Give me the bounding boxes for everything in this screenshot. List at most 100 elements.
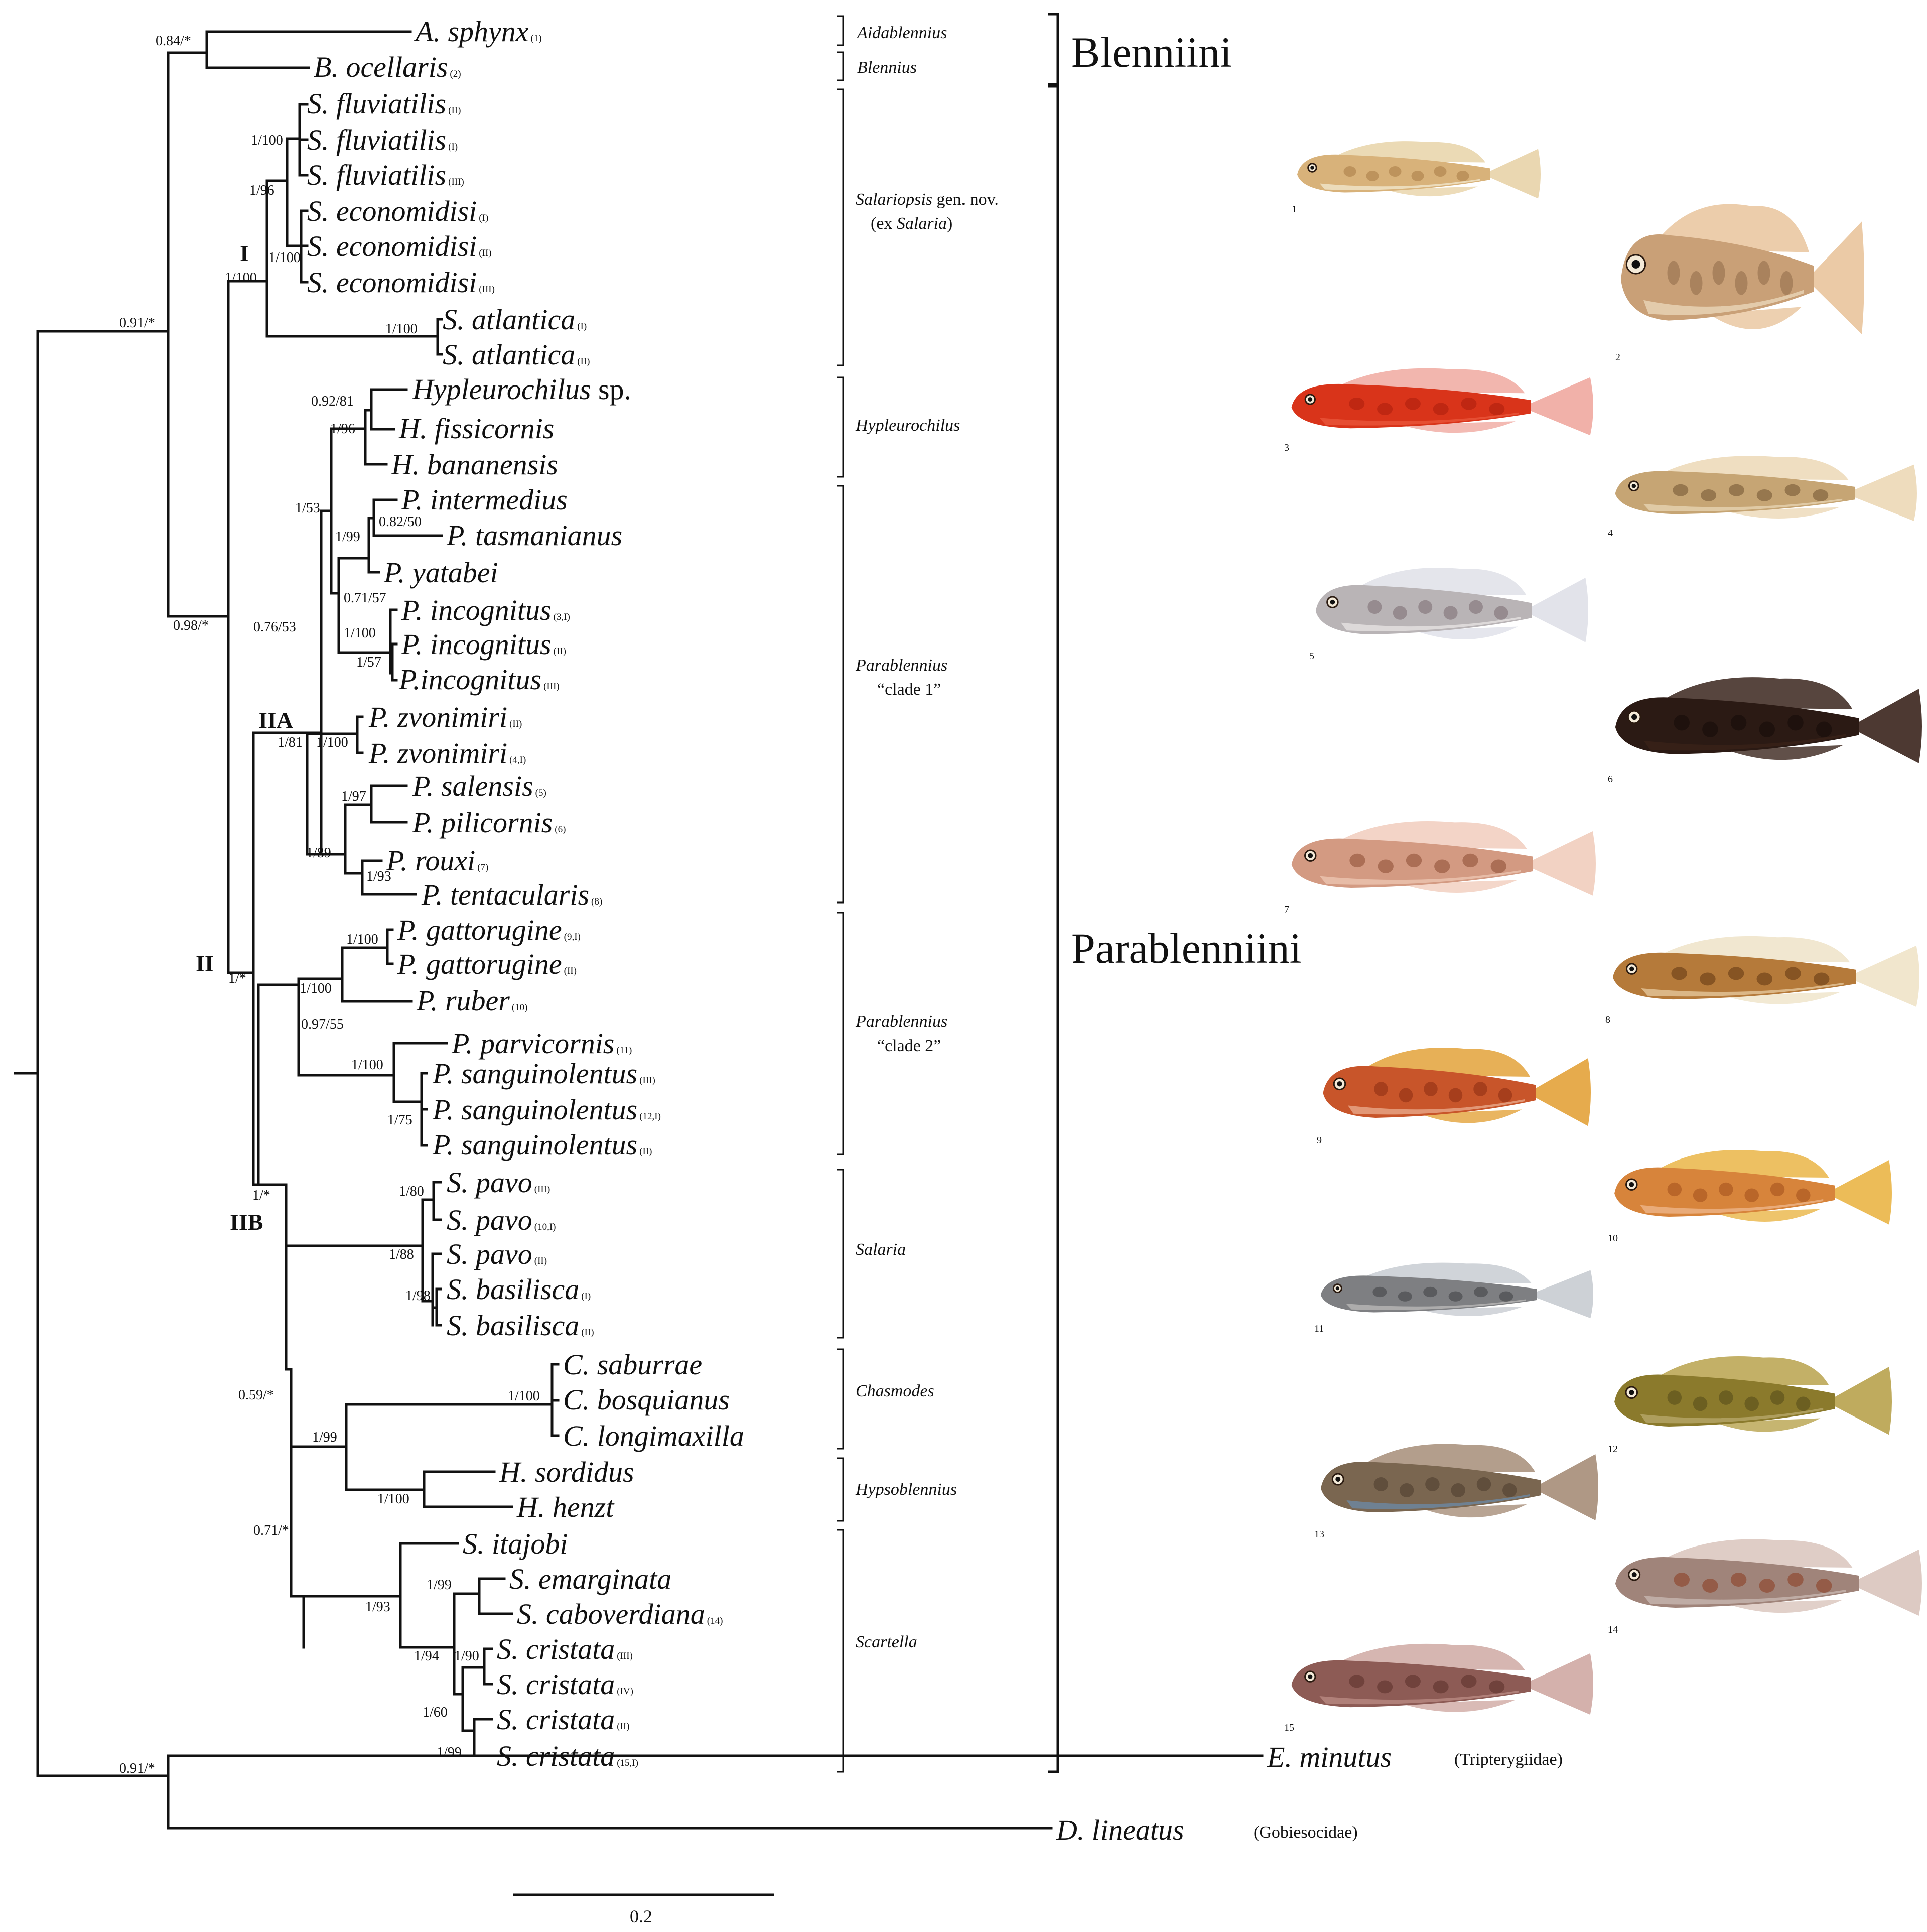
support-label: 1/100 xyxy=(300,981,332,996)
taxon-label-p-zvo-ii: P. zvonimiri (II) xyxy=(368,701,522,733)
taxon-voucher: (III) xyxy=(639,1075,655,1086)
fish-marking xyxy=(1461,398,1477,410)
tribe-bracket-blenniini xyxy=(1048,13,1059,86)
support-label: 1/93 xyxy=(366,869,391,884)
fish-marking xyxy=(1744,1396,1759,1411)
taxon-genus: P. xyxy=(432,1128,454,1161)
fish-pupil xyxy=(1310,166,1314,170)
genus-parablennius-clade1: Parablennius xyxy=(855,656,947,675)
taxon-label-p-par: P. parvicornis (11) xyxy=(451,1027,632,1060)
fish-marking xyxy=(1498,1088,1512,1103)
taxon-label-p-san-ii: P. sanguinolentus (II) xyxy=(432,1128,652,1161)
fish-marking xyxy=(1424,1082,1438,1096)
taxon-label-h-sor: H. sordidus xyxy=(499,1456,634,1488)
taxon-label-p-inc-3i: P. incognitus (3,I) xyxy=(401,594,570,626)
taxon-genus: S. xyxy=(497,1740,519,1772)
fish-photo-number: 10 xyxy=(1608,1233,1618,1244)
fish-photo-10: 10 xyxy=(1608,1149,1892,1244)
support-label: 1/75 xyxy=(387,1112,412,1128)
taxon-genus: P. xyxy=(401,483,423,516)
support-label: 0.71/* xyxy=(253,1523,289,1538)
outgroup-family: (Tripterygiidae) xyxy=(1454,1750,1563,1769)
fish-marking xyxy=(1667,261,1680,285)
fish-pupil xyxy=(1335,1286,1340,1291)
taxon-label-p-inc-iii: P.incognitus (III) xyxy=(398,663,560,696)
fish-photo-14: 14 xyxy=(1608,1539,1922,1635)
fish-marking xyxy=(1693,1188,1708,1202)
taxon-species: pavo xyxy=(469,1238,532,1270)
taxon-genus: S. xyxy=(497,1703,519,1736)
fish-marking xyxy=(1377,1680,1393,1694)
fish-tail-fin xyxy=(1527,1058,1591,1126)
support-label: 1/* xyxy=(228,971,246,986)
fish-photo-8: 8 xyxy=(1605,936,1919,1025)
fish-marking xyxy=(1728,484,1744,496)
taxon-species: salensis xyxy=(434,769,533,802)
fish-marking xyxy=(1759,1579,1775,1593)
fish-belly xyxy=(1643,1590,1846,1605)
taxon-genus: P. xyxy=(446,519,468,552)
taxon-label-s-pav-10i: S. pavo (10,I) xyxy=(447,1204,556,1236)
taxon-label-a-sphynx: A. sphynx (1) xyxy=(414,15,542,48)
genus-chasmodes: Chasmodes xyxy=(856,1382,934,1400)
fish-marking xyxy=(1784,484,1801,496)
taxon-label-s-cab: S. caboverdiana (14) xyxy=(517,1598,723,1630)
support-label: 1/100 xyxy=(268,250,301,266)
fish-belly xyxy=(1320,870,1521,885)
taxon-label-p-ten: P. tentacularis (8) xyxy=(421,878,602,911)
taxon-genus: B. xyxy=(314,51,339,83)
taxon-genus: S. xyxy=(447,1309,469,1342)
taxon-voucher: (I) xyxy=(448,142,458,152)
taxon-species: cristata xyxy=(519,1668,615,1701)
taxon-genus: Hypleurochilus xyxy=(412,373,591,406)
taxon-species: fluviatilis xyxy=(329,123,447,156)
fish-marking xyxy=(1700,972,1716,986)
fish-photo-2: 2 xyxy=(1615,204,1864,363)
taxon-voucher: (II) xyxy=(554,646,566,657)
fish-marking xyxy=(1712,261,1725,285)
fish-marking xyxy=(1673,484,1689,496)
fish-marking xyxy=(1456,171,1469,181)
support-label: 1/99 xyxy=(335,529,360,545)
taxon-label-s-econ-iii: S. economidisi (III) xyxy=(307,266,495,299)
fish-marking xyxy=(1796,1396,1811,1411)
fish-photo-number: 1 xyxy=(1292,204,1297,215)
taxon-voucher: (3,I) xyxy=(554,612,570,622)
genus-salariopsis-note: (ex Salaria) xyxy=(871,214,952,233)
fish-photo-number: 15 xyxy=(1284,1722,1294,1733)
taxon-genus: S. xyxy=(517,1598,539,1630)
fish-marking xyxy=(1730,715,1747,731)
taxon-genus: S. xyxy=(497,1668,519,1701)
taxon-voucher: (II) xyxy=(534,1256,547,1266)
fish-belly xyxy=(1319,412,1519,426)
genus-blennius: Blennius xyxy=(857,58,917,77)
fish-marking xyxy=(1462,853,1478,868)
taxon-genus: S. xyxy=(307,266,329,299)
taxon-label-p-zvo-4i: P. zvonimiri (4,I) xyxy=(368,737,526,769)
fish-marking xyxy=(1719,1390,1733,1405)
taxon-genus: P. xyxy=(368,737,390,769)
taxon-voucher: (10) xyxy=(512,1002,528,1013)
taxon-genus: C. xyxy=(563,1420,590,1452)
fish-marking xyxy=(1667,1182,1682,1197)
taxon-species: zvonimiri xyxy=(390,701,507,733)
taxon-voucher: (15,I) xyxy=(617,1758,638,1768)
fish-pupil xyxy=(1337,1081,1342,1087)
fish-marking xyxy=(1411,171,1424,181)
scale-bar: 0.2 xyxy=(513,1893,774,1926)
fish-marking xyxy=(1451,1483,1465,1497)
taxon-genus: S. xyxy=(447,1238,469,1270)
taxon-species: fissicornis xyxy=(427,412,554,445)
fish-marking xyxy=(1816,721,1832,737)
taxon-genus: P.incognitus xyxy=(398,663,541,696)
fish-marking xyxy=(1406,853,1422,868)
taxon-voucher: (III) xyxy=(448,177,464,187)
fish-photo-3: 3 xyxy=(1284,368,1593,453)
support-label: 1/* xyxy=(252,1188,270,1203)
support-label: 0.98/* xyxy=(173,618,209,633)
taxon-label-s-fluv-ii: S. fluviatilis (II) xyxy=(307,87,461,120)
taxon-species: cristata xyxy=(519,1633,615,1665)
bracket-chasmodes xyxy=(837,1348,844,1450)
taxon-species: sphynx xyxy=(441,15,529,48)
